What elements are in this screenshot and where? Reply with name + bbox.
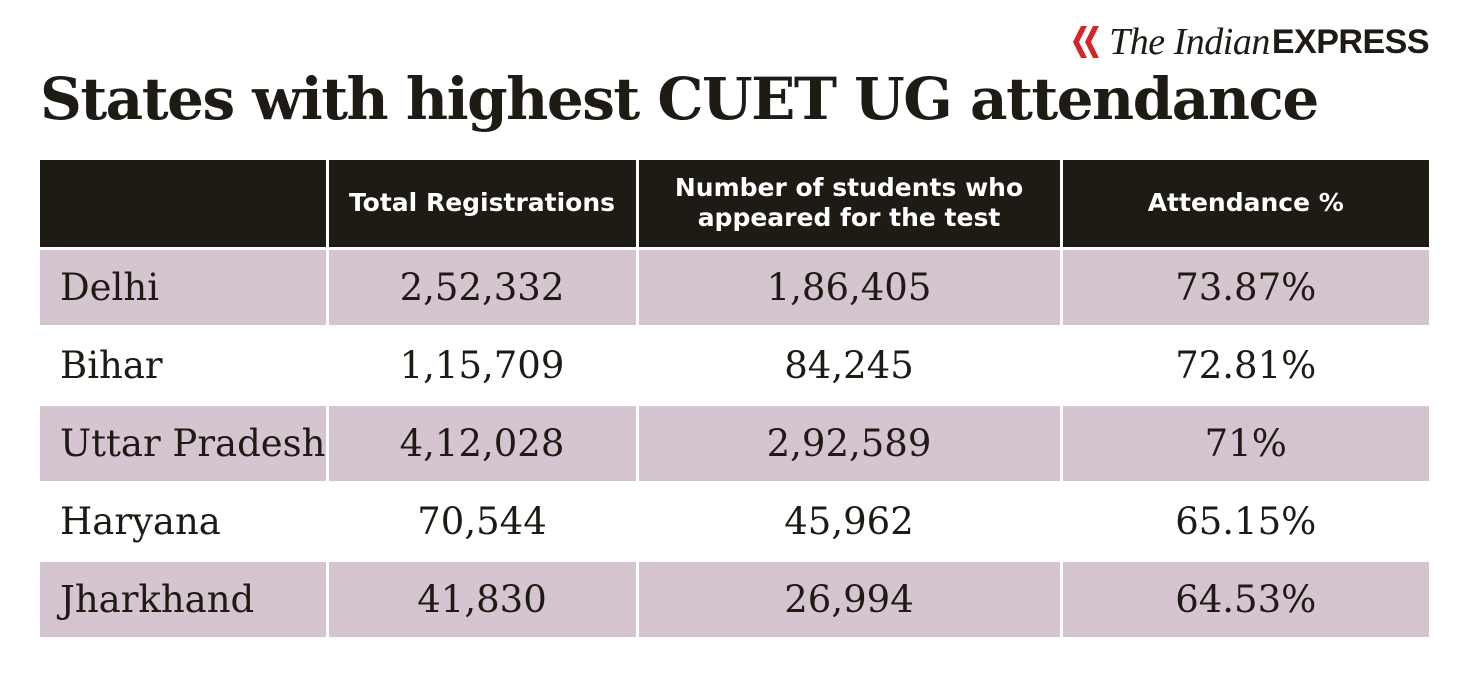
- header-state: [40, 160, 329, 248]
- brand-serif-text: The Indian: [1109, 21, 1270, 63]
- table-row: Bihar 1,15,709 84,245 72.81%: [40, 326, 1429, 406]
- state-cell: Uttar Pradesh: [40, 404, 329, 484]
- total-registrations-cell: 1,15,709: [327, 326, 639, 406]
- table-row: Delhi 2,52,332 1,86,405 73.87%: [40, 248, 1429, 328]
- table-row: Uttar Pradesh 4,12,028 2,92,589 71%: [40, 404, 1429, 484]
- header-total-registrations: Total Registrations: [327, 160, 639, 248]
- appeared-cell: 84,245: [637, 326, 1063, 406]
- table-row: Jharkhand 41,830 26,994 64.53%: [40, 560, 1429, 640]
- appeared-cell: 26,994: [637, 560, 1063, 640]
- appeared-cell: 45,962: [637, 482, 1063, 562]
- state-cell: Delhi: [40, 248, 329, 328]
- state-cell: Jharkhand: [40, 560, 329, 640]
- attendance-cell: 72.81%: [1061, 326, 1429, 406]
- attendance-table: Total Registrations Number of students w…: [40, 160, 1429, 640]
- header-appeared-text: Number of students who appeared for the …: [674, 173, 1024, 233]
- appeared-cell: 2,92,589: [637, 404, 1063, 484]
- chart-title: States with highest CUET UG attendance: [40, 65, 1319, 133]
- attendance-cell: 64.53%: [1061, 560, 1429, 640]
- header-attendance: Attendance %: [1061, 160, 1429, 248]
- attendance-cell: 73.87%: [1061, 248, 1429, 328]
- brand-bold-text: EXPRESS: [1271, 23, 1430, 61]
- brand-logo: The Indian EXPRESS: [1071, 20, 1430, 64]
- attendance-cell: 65.15%: [1061, 482, 1429, 562]
- table-row: Haryana 70,544 45,962 65.15%: [40, 482, 1429, 562]
- total-registrations-cell: 2,52,332: [327, 248, 639, 328]
- state-cell: Bihar: [40, 326, 329, 406]
- appeared-cell: 1,86,405: [637, 248, 1063, 328]
- attendance-cell: 71%: [1061, 404, 1429, 484]
- total-registrations-cell: 70,544: [327, 482, 639, 562]
- total-registrations-cell: 41,830: [327, 560, 639, 640]
- header-appeared: Number of students who appeared for the …: [637, 160, 1063, 248]
- header-row: Total Registrations Number of students w…: [40, 160, 1429, 248]
- state-cell: Haryana: [40, 482, 329, 562]
- total-registrations-cell: 4,12,028: [327, 404, 639, 484]
- flame-icon: [1073, 26, 1100, 58]
